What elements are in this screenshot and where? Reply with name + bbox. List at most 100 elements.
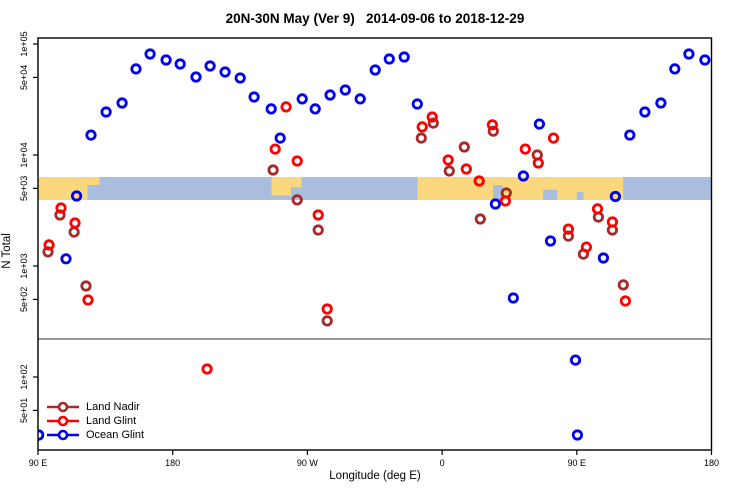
map-band-ocean-notch	[576, 192, 584, 200]
data-point-ocean-glint	[174, 58, 186, 70]
data-point-ocean-glint	[204, 60, 216, 72]
data-point-ocean-glint	[116, 97, 128, 109]
x-tick-label: 90 E	[29, 458, 48, 468]
plot-border	[37, 37, 713, 451]
x-tick-label: 180	[165, 458, 180, 468]
data-point-ocean-glint	[569, 354, 582, 366]
data-point-land-nadir	[415, 132, 427, 144]
map-band-land	[87, 177, 100, 185]
x-tick-label: 180	[704, 458, 719, 468]
data-point-ocean-glint	[533, 118, 546, 130]
legend-item-ocean-glint: Ocean Glint	[46, 428, 144, 442]
x-axis-label: Longitude (deg E)	[329, 470, 421, 482]
y-axis-label: N Total	[1, 233, 13, 269]
y-tick-label: 1e+03	[19, 253, 29, 278]
data-point-ocean-glint	[489, 198, 501, 210]
data-point-land-nadir	[267, 164, 279, 176]
data-point-land-nadir	[68, 226, 80, 238]
legend-item-land-nadir: Land Nadir	[46, 400, 144, 414]
data-point-land-glint	[82, 294, 94, 306]
data-point-ocean-glint	[274, 132, 286, 144]
legend-item-land-glint: Land Glint	[46, 414, 144, 428]
data-point-land-glint	[201, 363, 213, 375]
data-point-land-glint	[532, 157, 544, 169]
land-nadir-symbol-icon	[47, 401, 79, 413]
data-point-ocean-glint	[324, 89, 336, 101]
data-point-land-nadir	[312, 224, 324, 236]
data-point-ocean-glint	[639, 106, 651, 118]
data-point-ocean-glint	[354, 93, 366, 105]
data-point-ocean-glint	[383, 53, 395, 65]
data-point-land-nadir	[427, 117, 439, 129]
data-point-ocean-glint	[517, 170, 530, 182]
data-point-ocean-glint	[544, 235, 557, 247]
map-band-land	[290, 177, 302, 188]
data-point-ocean-glint	[699, 54, 711, 66]
data-point-ocean-glint	[296, 93, 308, 105]
data-point-ocean-glint	[130, 63, 142, 75]
y-tick-label: 1e+04	[19, 142, 29, 167]
land-glint-symbol-icon	[47, 415, 79, 427]
data-point-land-glint	[562, 223, 575, 235]
map-band-land	[417, 177, 624, 200]
data-point-land-nadir	[321, 315, 333, 327]
x-tick-label: 0	[440, 458, 445, 468]
legend: Land Nadir Land Glint Ocean Glint	[46, 400, 144, 442]
y-tick-label: 5e+03	[19, 176, 29, 201]
y-tick-label: 5e+04	[19, 65, 29, 90]
data-point-ocean-glint	[624, 129, 636, 141]
data-point-ocean-glint	[160, 54, 172, 66]
data-point-ocean-glint	[398, 51, 410, 63]
map-band-ocean-notch	[493, 185, 503, 200]
data-point-land-glint	[280, 101, 292, 113]
data-point-ocean-glint	[85, 129, 97, 141]
data-point-ocean-glint	[571, 429, 584, 441]
data-point-ocean-glint	[597, 252, 610, 264]
data-point-land-glint	[473, 175, 485, 187]
data-point-land-nadir	[458, 141, 470, 153]
data-point-land-glint	[426, 111, 438, 123]
data-point-land-nadir	[474, 213, 486, 225]
data-point-ocean-glint	[507, 292, 519, 304]
y-tick-label: 5e+01	[19, 398, 29, 423]
data-point-land-glint	[591, 203, 604, 215]
map-band-ocean-notch	[543, 189, 558, 200]
data-point-land-glint	[519, 143, 531, 155]
data-point-land-glint	[416, 121, 428, 133]
data-point-land-nadir	[80, 280, 92, 292]
data-point-land-glint	[442, 154, 454, 166]
data-point-land-nadir	[617, 279, 629, 291]
data-point-land-glint	[547, 132, 560, 144]
data-point-land-glint	[499, 195, 511, 207]
data-point-ocean-glint	[683, 48, 695, 60]
data-point-land-glint	[43, 239, 55, 251]
y-tick-label: 5e+02	[19, 287, 29, 312]
data-point-ocean-glint	[669, 63, 681, 75]
data-point-ocean-glint	[309, 103, 321, 115]
data-point-land-glint	[312, 209, 324, 221]
data-point-ocean-glint	[234, 72, 246, 84]
y-tick-label: 1e+05	[19, 31, 29, 56]
data-point-land-glint	[460, 163, 472, 175]
x-tick-label: 90 E	[568, 458, 587, 468]
data-point-land-nadir	[443, 165, 455, 177]
data-point-land-glint	[269, 143, 281, 155]
data-point-land-glint	[321, 303, 333, 315]
legend-label: Land Glint	[86, 415, 137, 427]
data-point-ocean-glint	[265, 103, 277, 115]
data-point-land-glint	[55, 202, 67, 214]
data-point-ocean-glint	[369, 64, 381, 76]
data-point-land-glint	[619, 295, 632, 307]
data-point-ocean-glint	[248, 91, 260, 103]
data-point-ocean-glint	[219, 66, 231, 78]
data-point-ocean-glint	[655, 97, 667, 109]
data-point-ocean-glint	[609, 190, 622, 203]
chart-title: 20N-30N May (Ver 9) 2014-09-06 to 2018-1…	[225, 11, 525, 26]
data-point-ocean-glint	[411, 98, 423, 110]
data-point-ocean-glint	[71, 190, 83, 202]
data-point-land-glint	[291, 155, 303, 167]
legend-label: Land Nadir	[86, 401, 140, 413]
x-tick-label: 90 W	[297, 458, 319, 468]
legend-label: Ocean Glint	[86, 429, 145, 441]
